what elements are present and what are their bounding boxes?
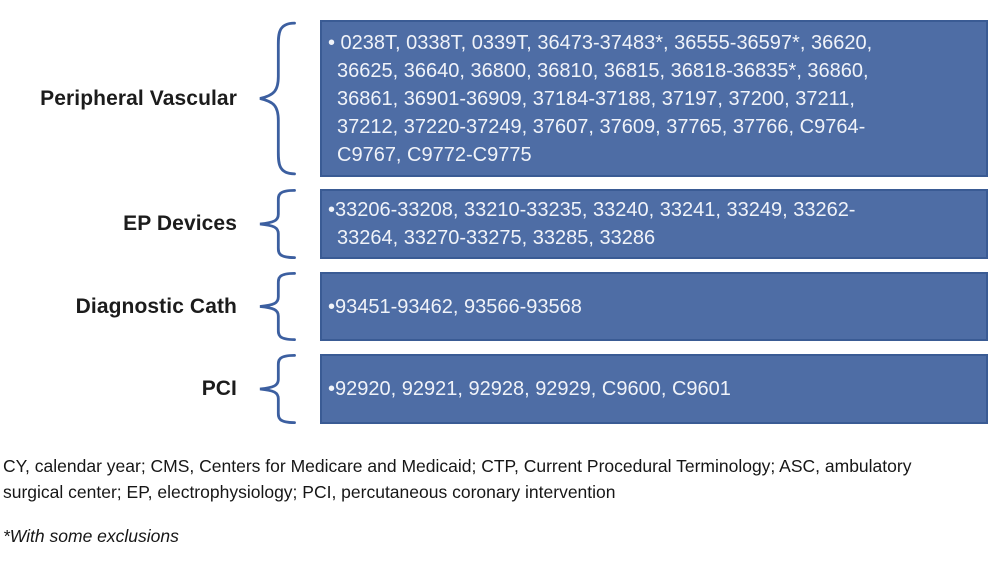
code-line: •33206-33208, 33210-33235, 33240, 33241,… bbox=[328, 199, 856, 221]
category-label-peripheral-vascular: Peripheral Vascular bbox=[40, 86, 237, 110]
brace-icon bbox=[247, 189, 301, 259]
code-line: 33264, 33270-33275, 33285, 33286 bbox=[337, 227, 656, 249]
code-box-ep-devices: •33206-33208, 33210-33235, 33240, 33241,… bbox=[320, 189, 988, 259]
category-row-peripheral-vascular: Peripheral Vascular • 0238T, 0338T, 0339… bbox=[0, 20, 1000, 177]
code-line: 36625, 36640, 36800, 36810, 36815, 36818… bbox=[337, 59, 869, 82]
code-line: 37212, 37220-37249, 37607, 37609, 37765,… bbox=[337, 115, 866, 138]
code-line: •92920, 92921, 92928, 92929, C9600, C960… bbox=[328, 378, 731, 400]
brace-icon bbox=[247, 20, 301, 177]
code-line: • 0238T, 0338T, 0339T, 36473-37483*, 365… bbox=[328, 31, 873, 54]
brace-icon bbox=[247, 272, 301, 341]
category-label-ep-devices: EP Devices bbox=[123, 212, 237, 235]
code-box-diagnostic-cath: •93451-93462, 93566-93568 bbox=[320, 272, 988, 341]
exclusions-footnote: *With some exclusions bbox=[3, 526, 179, 546]
code-box-peripheral-vascular: • 0238T, 0338T, 0339T, 36473-37483*, 365… bbox=[320, 20, 988, 177]
category-row-diagnostic-cath: Diagnostic Cath •93451-93462, 93566-9356… bbox=[0, 272, 1000, 341]
category-label-diagnostic-cath: Diagnostic Cath bbox=[75, 294, 237, 318]
category-label-pci: PCI bbox=[201, 377, 237, 400]
abbreviations-footnote: CY, calendar year; CMS, Centers for Medi… bbox=[3, 454, 993, 505]
abbreviations-footnote-line: CY, calendar year; CMS, Centers for Medi… bbox=[3, 456, 912, 476]
code-box-pci: •92920, 92921, 92928, 92929, C9600, C960… bbox=[320, 354, 988, 424]
code-line: 36861, 36901-36909, 37184-37188, 37197, … bbox=[337, 87, 855, 110]
code-line: C9767, C9772-C9775 bbox=[337, 143, 532, 166]
category-row-ep-devices: EP Devices •33206-33208, 33210-33235, 33… bbox=[0, 189, 1000, 259]
brace-icon bbox=[247, 354, 301, 424]
code-line: •93451-93462, 93566-93568 bbox=[328, 295, 582, 318]
abbreviations-footnote-line: surgical center; EP, electrophysiology; … bbox=[3, 481, 616, 502]
category-row-pci: PCI •92920, 92921, 92928, 92929, C9600, … bbox=[0, 354, 1000, 424]
